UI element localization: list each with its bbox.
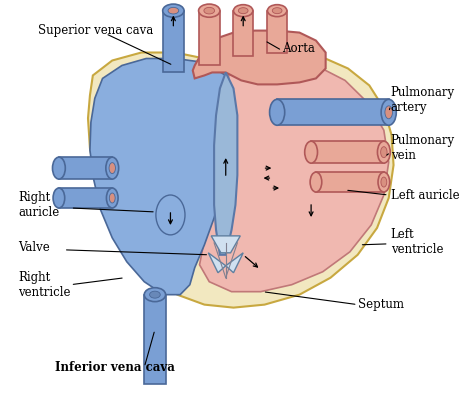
Ellipse shape [53, 157, 65, 179]
Ellipse shape [310, 172, 322, 192]
Polygon shape [88, 53, 393, 308]
Ellipse shape [234, 5, 253, 17]
Ellipse shape [381, 147, 387, 158]
Polygon shape [226, 253, 243, 273]
Ellipse shape [385, 106, 392, 119]
Bar [144, 295, 165, 384]
Text: Left
ventricle: Left ventricle [391, 228, 443, 256]
Ellipse shape [305, 141, 318, 163]
Text: Right
ventricle: Right ventricle [18, 271, 71, 299]
Ellipse shape [270, 100, 285, 125]
Text: Septum: Septum [358, 298, 404, 311]
Ellipse shape [144, 288, 165, 302]
Ellipse shape [204, 8, 215, 14]
Ellipse shape [267, 5, 287, 17]
Ellipse shape [272, 8, 282, 14]
Bar [234, 11, 253, 55]
Text: Pulmonary
vein: Pulmonary vein [391, 134, 455, 162]
Ellipse shape [150, 291, 160, 298]
Bar [199, 11, 220, 65]
Polygon shape [211, 236, 240, 253]
Polygon shape [200, 59, 389, 292]
Text: Right
auricle: Right auricle [18, 191, 59, 219]
Bar [316, 172, 384, 192]
Ellipse shape [381, 100, 396, 125]
Polygon shape [193, 31, 326, 84]
Bar [267, 11, 287, 53]
Ellipse shape [377, 141, 390, 163]
Ellipse shape [378, 172, 390, 192]
Text: Inferior vena cava: Inferior vena cava [55, 361, 175, 374]
Ellipse shape [53, 188, 65, 208]
Bar [311, 141, 384, 163]
Text: Left auricle: Left auricle [391, 189, 459, 201]
Text: Pulmonary
artery: Pulmonary artery [391, 86, 455, 114]
Polygon shape [208, 253, 226, 273]
Text: Aorta: Aorta [282, 42, 315, 55]
Bar [163, 11, 184, 72]
Bar [59, 188, 112, 208]
Ellipse shape [163, 4, 184, 17]
Text: Superior vena cava: Superior vena cava [37, 24, 153, 37]
Ellipse shape [168, 8, 179, 14]
Ellipse shape [107, 188, 118, 208]
Ellipse shape [381, 177, 387, 187]
Ellipse shape [238, 8, 248, 14]
Text: Valve: Valve [18, 241, 50, 254]
Bar [59, 157, 112, 179]
Ellipse shape [156, 195, 185, 235]
Polygon shape [90, 59, 228, 295]
Ellipse shape [109, 163, 116, 174]
Ellipse shape [199, 4, 220, 17]
Ellipse shape [109, 193, 115, 203]
Ellipse shape [106, 157, 118, 179]
Polygon shape [214, 72, 237, 255]
Bar [277, 100, 389, 125]
